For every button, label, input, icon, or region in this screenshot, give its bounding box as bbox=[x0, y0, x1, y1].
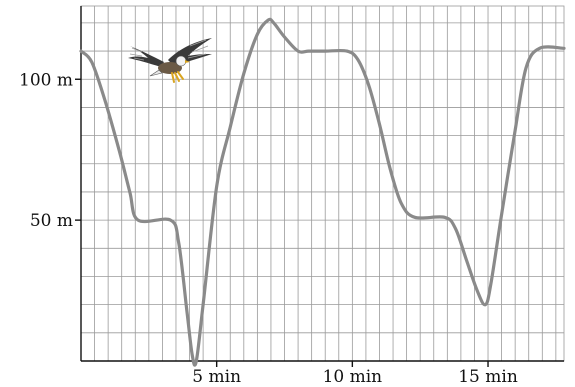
series-line-altitude bbox=[79, 17, 566, 367]
x-tick-label: 15 min bbox=[458, 367, 518, 387]
x-tick-marks: 5 min 10 min 15 min bbox=[192, 361, 518, 387]
y-tick-label: 50 m bbox=[30, 211, 73, 231]
x-tick-label: 10 min bbox=[323, 367, 383, 387]
x-tick-label: 5 min bbox=[192, 367, 241, 387]
y-tick-label: 100 m bbox=[19, 70, 73, 90]
eagle-icon bbox=[128, 38, 212, 83]
y-tick-marks: 50 m 100 m bbox=[19, 70, 81, 231]
